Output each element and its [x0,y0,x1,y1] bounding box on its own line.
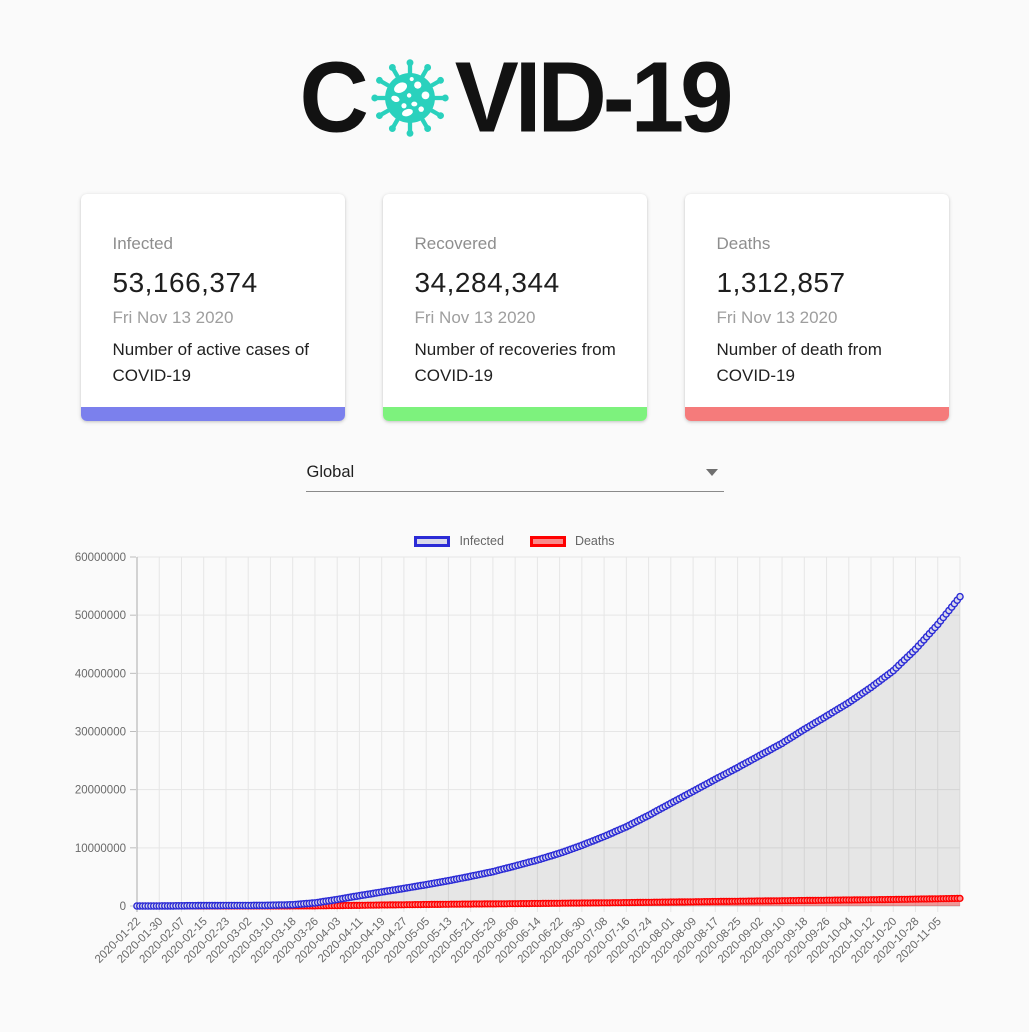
chart-canvas[interactable]: 0 10000000 20000000 30000000 40000000 5000000… [0,551,1029,1013]
deaths-card-accent-bar [684,407,949,421]
infected-card-date: Fri Nov 13 2020 [112,308,234,327]
deaths-card: Deaths 1,312,857 Fri Nov 13 2020 Number … [684,194,949,421]
deaths-card-value: 1,312,857 [716,267,846,298]
deaths-card-description: Number of death from COVID-19 [716,340,882,385]
country-select[interactable]: Global [305,459,724,492]
recovered-card-title: Recovered [414,234,497,253]
svg-text:50000000: 50000000 [75,610,126,622]
recovered-card-description: Number of recoveries from COVID-19 [414,340,616,385]
svg-text:10000000: 10000000 [75,843,126,855]
app-logo: C VID-19 [0,41,1029,154]
logo-text-suffix: VID-19 [454,41,734,154]
cases-timeline-chart[interactable]: 0 10000000 20000000 30000000 40000000 5000000… [0,551,1029,1018]
country-select-value: Global [306,463,355,481]
infected-card: Infected 53,166,374 Fri Nov 13 2020 Numb… [80,194,345,421]
legend-label-infected: Infected [459,534,504,548]
recovered-card-accent-bar [382,407,647,421]
deaths-card-date: Fri Nov 13 2020 [716,308,838,327]
legend-label-deaths: Deaths [574,534,615,548]
recovered-card-value: 34,284,344 [414,267,560,298]
svg-text:30000000: 30000000 [75,727,126,739]
virus-icon [371,59,449,137]
recovered-card: Recovered 34,284,344 Fri Nov 13 2020 Num… [382,194,647,421]
chart-legend: Infected Deaths [0,534,1029,548]
logo-text-prefix: C [299,41,368,154]
recovered-card-date: Fri Nov 13 2020 [414,308,536,327]
infected-card-title: Infected [112,234,174,253]
legend-swatch-deaths [529,535,566,547]
stat-cards: Infected 53,166,374 Fri Nov 13 2020 Numb… [0,194,1029,421]
svg-text:20000000: 20000000 [75,785,126,797]
svg-text:0: 0 [120,901,126,913]
infected-card-description: Number of active cases of COVID-19 [112,340,310,385]
chevron-down-icon [705,469,718,476]
legend-swatch-infected [414,535,451,547]
deaths-card-title: Deaths [716,234,771,253]
svg-text:60000000: 60000000 [75,552,126,564]
infected-card-value: 53,166,374 [112,267,258,298]
legend-item-deaths[interactable]: Deaths [529,534,615,548]
svg-text:40000000: 40000000 [75,668,126,680]
infected-card-accent-bar [80,407,345,421]
legend-item-infected[interactable]: Infected [414,534,504,548]
